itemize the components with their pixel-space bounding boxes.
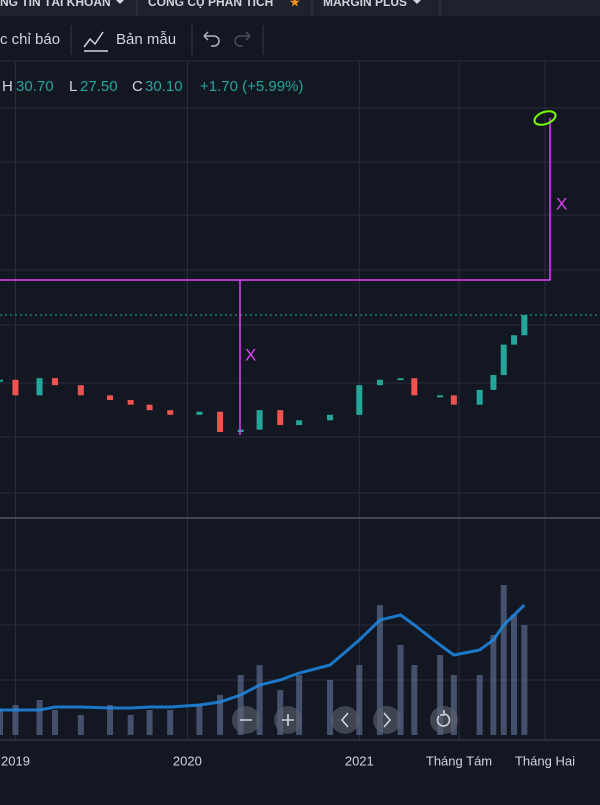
x-axis (0, 740, 600, 800)
annotation: X (245, 345, 256, 364)
scroll-left-button[interactable] (331, 706, 359, 734)
reset-button[interactable] (430, 706, 458, 734)
legend-label: C (132, 78, 143, 95)
candle (127, 400, 134, 405)
volume-bar (521, 625, 528, 735)
candle (376, 379, 383, 386)
template-icon (83, 31, 108, 52)
candle (217, 411, 224, 432)
volume-bar (500, 585, 507, 735)
legend-value: 30.70 (16, 78, 54, 95)
volume-bar (167, 710, 174, 735)
menu-item[interactable]: NG TIN TÀI KHOẢN (0, 0, 111, 9)
candle (521, 314, 528, 336)
candle (256, 410, 263, 430)
grid (0, 62, 600, 740)
volume-bar (12, 705, 19, 735)
indicators-button[interactable]: c chỉ báo (0, 31, 60, 48)
volume-ma-line (0, 603, 526, 712)
volume-bar (397, 645, 404, 735)
volume-bar (296, 675, 303, 735)
volume-bar (511, 615, 518, 735)
volume-bar (36, 700, 43, 735)
volume-bar (476, 675, 483, 735)
drawing-lines (0, 118, 551, 435)
candle (356, 385, 363, 415)
undo-button[interactable] (203, 31, 220, 47)
candle (107, 395, 114, 401)
volume-bar (196, 705, 203, 735)
candle (196, 411, 203, 415)
volume-bar (490, 635, 497, 735)
candle (476, 389, 483, 405)
candle (450, 395, 457, 405)
candle (397, 378, 404, 381)
volume-bar (127, 715, 134, 735)
legend-change: +1.70 (+5.99%) (200, 78, 303, 95)
templates-button[interactable]: Bản mẫu (116, 31, 176, 48)
menu-item[interactable]: CÔNG CỤ PHÂN TÍCH (148, 0, 273, 9)
scroll-right-button[interactable] (373, 706, 401, 734)
x-tick-label: Tháng Hai (515, 753, 575, 768)
volume-bar (450, 675, 457, 735)
volume-bar (217, 695, 224, 735)
x-tick-label: 2019 (1, 753, 30, 768)
candle (146, 404, 153, 411)
candle (437, 395, 444, 398)
candle (36, 378, 43, 396)
x-tick-label: 2020 (173, 753, 202, 768)
volume-bar (376, 605, 383, 735)
annotation: X (556, 194, 567, 213)
candle (77, 385, 84, 396)
candle (411, 378, 418, 396)
candle (277, 410, 284, 425)
marks (0, 314, 600, 735)
volume-bar (411, 665, 418, 735)
legend-label: H (2, 78, 13, 95)
candle (500, 344, 507, 376)
volume-bar (77, 715, 84, 735)
volume-bar (146, 710, 153, 735)
volume-bar (356, 665, 363, 735)
volume-bar (437, 655, 444, 735)
toolbar (0, 17, 600, 61)
control-icons (240, 710, 451, 728)
volume-bar (237, 675, 244, 735)
volume-bar (256, 665, 263, 735)
menu-item[interactable]: MARGIN PLUS (323, 0, 407, 9)
candle (490, 375, 497, 390)
volume-bar (0, 710, 3, 735)
candle (12, 379, 19, 396)
candle (296, 420, 303, 425)
annotation-ellipse (533, 110, 557, 126)
candle (327, 414, 334, 421)
x-tick-label: Tháng Tám (426, 753, 492, 768)
legend-value: 30.10 (145, 78, 183, 95)
menu-bar (0, 0, 600, 16)
x-tick-label: 2021 (345, 753, 374, 768)
volume-bar (107, 705, 114, 735)
candle (0, 379, 3, 382)
redo-button[interactable] (234, 31, 251, 47)
volume-bar (327, 680, 334, 735)
candle (52, 378, 59, 386)
star-icon: ★ (289, 0, 301, 9)
legend-label: L (69, 78, 77, 95)
x-axis-labels: 2019 2020 2021 Tháng Tám Tháng Hai (1, 753, 575, 768)
volume-bar (52, 710, 59, 735)
legend-value: 27.50 (80, 78, 118, 95)
candle (167, 410, 174, 415)
candle (511, 335, 518, 345)
